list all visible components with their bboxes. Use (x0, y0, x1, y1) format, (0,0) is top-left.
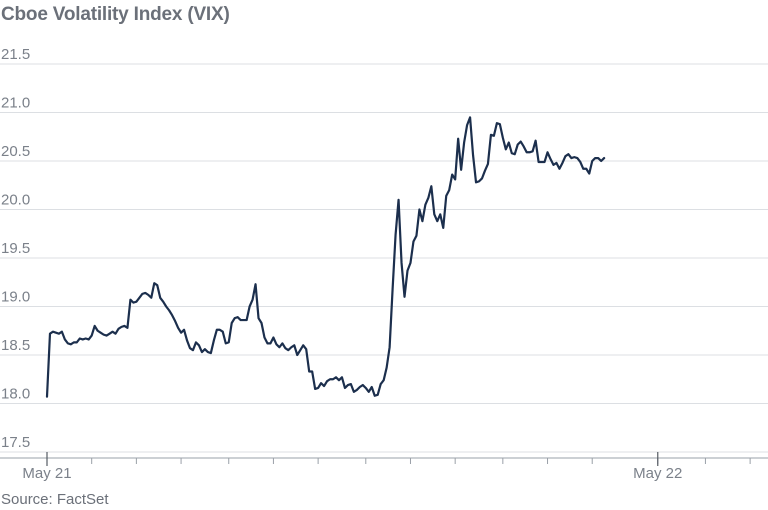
plot-area (45, 116, 606, 398)
source-note: Source: FactSet (1, 491, 109, 508)
y-tick-label: 17.5 (1, 434, 30, 451)
series-line (45, 116, 606, 398)
y-tick-label: 18.0 (1, 386, 30, 403)
y-tick-label: 21.0 (1, 95, 30, 112)
x-tick-label: May 21 (22, 465, 71, 482)
y-tick-label: 20.5 (1, 143, 30, 160)
y-tick-label: 21.5 (1, 46, 30, 63)
y-tick-label: 20.0 (1, 192, 30, 209)
x-axis: May 21 May 22 (0, 452, 768, 482)
x-tick-label: May 22 (633, 465, 682, 482)
chart-title: Cboe Volatility Index (VIX) (1, 4, 230, 25)
y-axis-labels: 17.5 18.0 18.5 19.0 19.5 20.0 20.5 21.0 21.5 (1, 46, 30, 451)
y-tick-label: 19.5 (1, 240, 30, 257)
y-tick-label: 18.5 (1, 337, 30, 354)
y-tick-label: 19.0 (1, 289, 30, 306)
gridlines (0, 63, 768, 453)
